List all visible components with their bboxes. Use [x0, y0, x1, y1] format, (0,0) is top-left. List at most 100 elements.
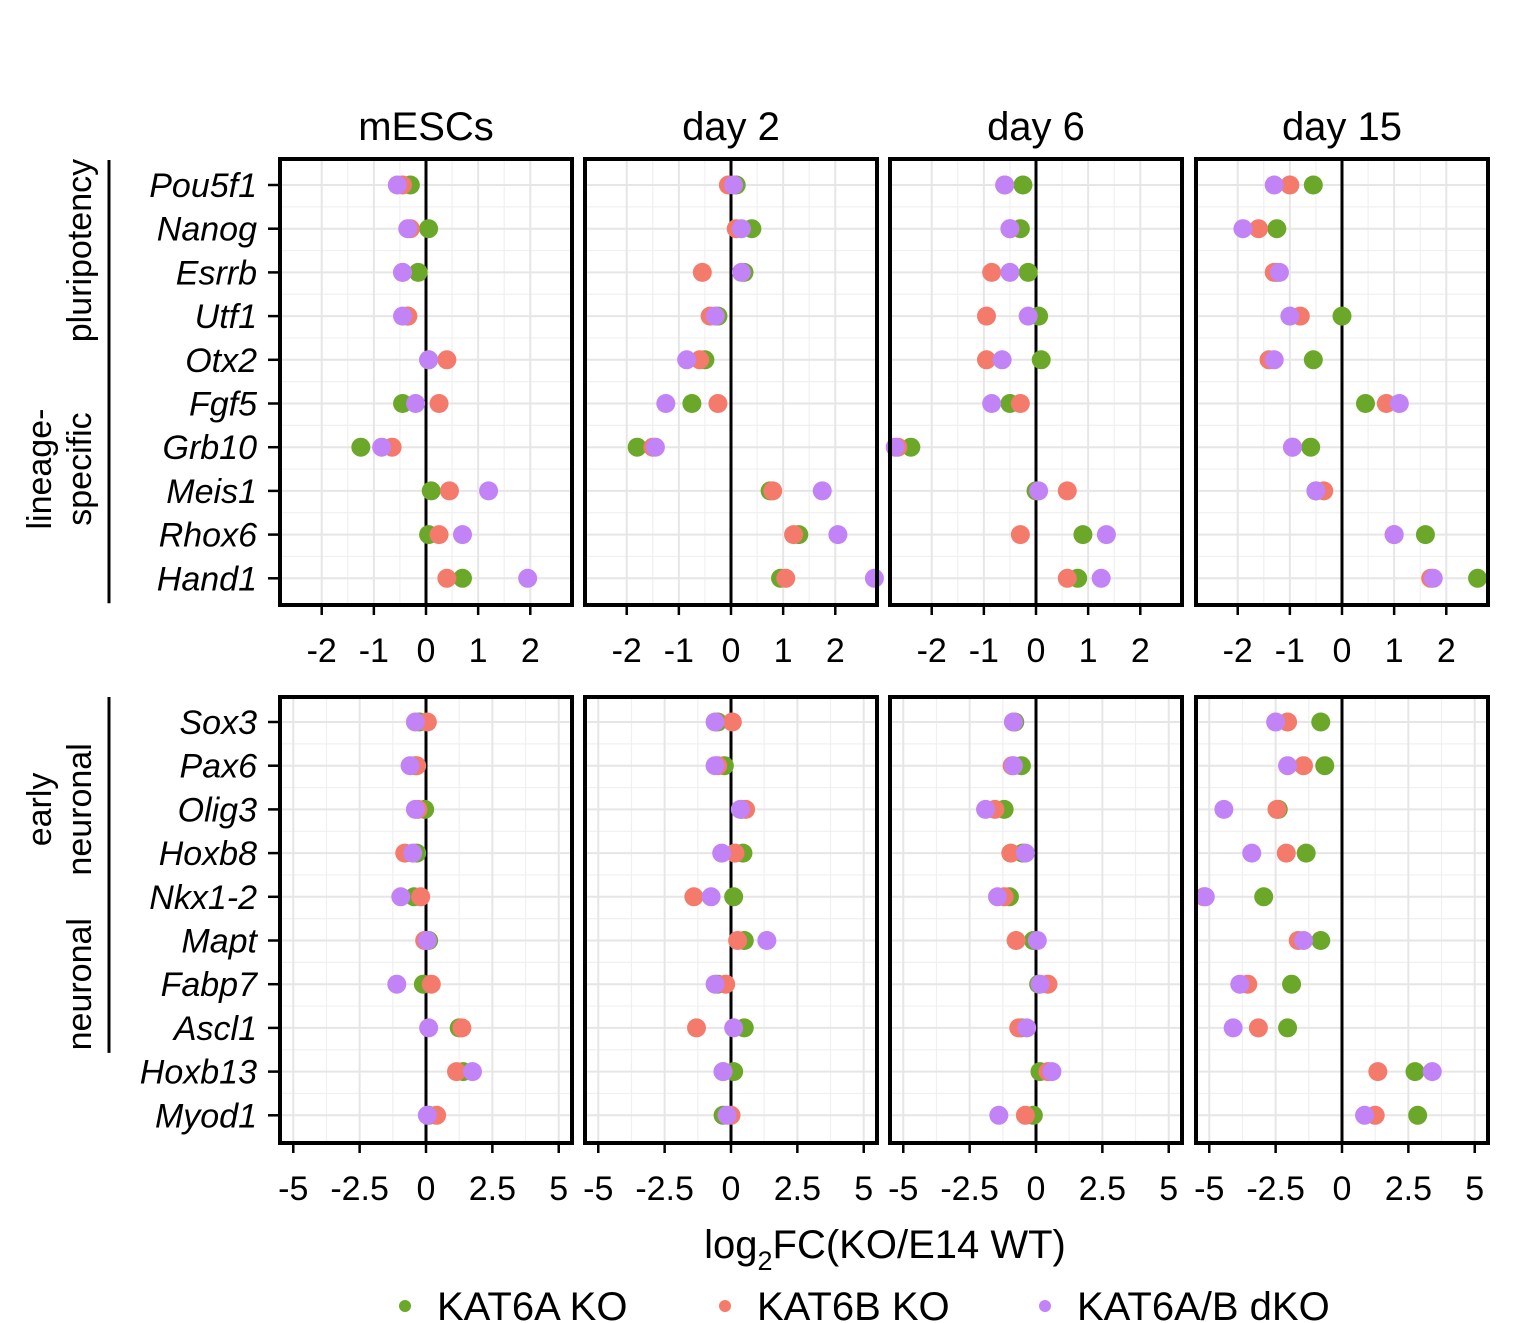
data-point [682, 394, 702, 413]
data-point [763, 481, 783, 501]
data-point [447, 1062, 467, 1082]
data-point [1233, 219, 1253, 239]
data-point [419, 350, 439, 370]
x-tick-label: -2.5 [940, 1170, 999, 1208]
group-label: neuronal [61, 918, 99, 1050]
data-point [684, 887, 704, 907]
data-point [1018, 306, 1038, 326]
data-point [1013, 175, 1033, 195]
data-point [722, 712, 742, 732]
data-point [627, 437, 647, 457]
panel-top-0: -2 -1 0 1 2 mESCs [278, 105, 574, 670]
x-tick-label: 2.5 [1385, 1170, 1432, 1208]
data-point [1280, 175, 1300, 195]
gene-label: Fabp7 [161, 966, 258, 1004]
data-point [728, 931, 748, 950]
data-point [992, 350, 1012, 370]
data-point [705, 756, 725, 776]
x-axis-title-prefix: log [704, 1223, 757, 1267]
x-tick-label: -5 [278, 1170, 308, 1208]
data-point [982, 262, 1002, 282]
data-point [372, 437, 392, 457]
data-point [453, 525, 472, 545]
data-point [393, 394, 413, 413]
data-point [1355, 1105, 1375, 1125]
x-tick-label: -1 [359, 632, 389, 670]
data-point [1006, 931, 1026, 950]
gene-label: Meis1 [166, 473, 257, 511]
x-tick-label: 0 [1027, 632, 1046, 670]
data-point [1003, 712, 1023, 732]
data-point [429, 394, 449, 413]
gene-label: Nkx1-2 [149, 879, 257, 917]
data-point [976, 306, 996, 326]
data-point [1415, 525, 1435, 545]
data-point [1266, 712, 1286, 732]
data-point [1030, 974, 1050, 994]
data-point [1311, 931, 1331, 950]
data-point [989, 1105, 1009, 1125]
group-label: early [21, 773, 59, 847]
x-tick-label: 0 [1027, 1170, 1046, 1208]
facet-title: day 6 [987, 105, 1085, 149]
data-point [1230, 974, 1250, 994]
data-point [405, 799, 425, 819]
data-point [518, 568, 538, 588]
gene-label: Fgf5 [189, 386, 257, 424]
data-point [982, 394, 1002, 413]
data-point [1303, 175, 1323, 195]
gene-label: Mapt [181, 923, 258, 961]
data-point [1422, 1062, 1442, 1082]
data-point [1306, 481, 1326, 501]
x-tick-label: -1 [969, 632, 999, 670]
group-label: pluripotency [61, 159, 99, 342]
x-tick-label: 1 [1079, 632, 1098, 670]
x-tick-label: 2 [1131, 632, 1150, 670]
data-point [1029, 481, 1049, 501]
x-axis-title: log2FC(KO/E14 WT) [704, 1223, 1066, 1276]
gene-label: Nanog [157, 211, 257, 249]
x-tick-label: 0 [1333, 632, 1352, 670]
data-point [1017, 1018, 1037, 1038]
x-tick-label: 0 [417, 1170, 436, 1208]
x-tick-label: -5 [888, 1170, 918, 1208]
x-tick-label: -2 [917, 632, 947, 670]
data-point [731, 262, 751, 282]
data-point [453, 568, 472, 588]
legend-swatch [1039, 1300, 1051, 1312]
panel-top-3: -2 -1 0 1 2 day 15 [1194, 105, 1490, 670]
legend-item: KAT6A KO [399, 1285, 627, 1323]
data-point [1000, 219, 1020, 239]
x-tick-label: 0 [722, 632, 741, 670]
gene-label: Utf1 [195, 298, 257, 336]
x-tick-label: -1 [664, 632, 694, 670]
data-point [1003, 756, 1023, 776]
data-point [1057, 568, 1077, 588]
group-label: specific [61, 412, 99, 525]
data-point [419, 219, 439, 239]
data-point [1195, 887, 1215, 907]
data-point [705, 306, 725, 326]
legend: KAT6A KO KAT6B KO KAT6A/B dKO [399, 1285, 1330, 1323]
data-point [417, 931, 437, 950]
data-point [645, 437, 665, 457]
data-point [419, 1018, 439, 1038]
data-point [1278, 756, 1298, 776]
data-point [730, 799, 750, 819]
data-point [713, 1062, 733, 1082]
gene-label: Pax6 [180, 748, 258, 786]
gene-label: Sox3 [180, 704, 258, 742]
gene-label: Rhox6 [159, 517, 257, 555]
x-tick-label: 5 [549, 1170, 568, 1208]
x-tick-label: 5 [854, 1170, 873, 1208]
data-point [1278, 1018, 1298, 1038]
data-point [387, 175, 407, 195]
legend-item: KAT6B KO [719, 1285, 950, 1323]
legend-item: KAT6A/B dKO [1039, 1285, 1330, 1323]
gene-label: Esrrb [176, 254, 257, 292]
data-point [1355, 394, 1375, 413]
panel-top-1: -2 -1 0 1 2 day 2 [583, 105, 884, 670]
gene-label: Olig3 [178, 791, 257, 829]
data-point [708, 394, 728, 413]
data-point [677, 350, 697, 370]
